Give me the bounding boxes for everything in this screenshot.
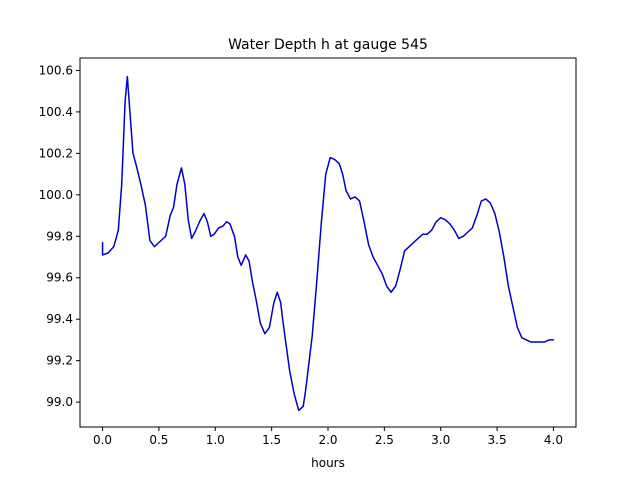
- y-tick-label: 99.6: [46, 271, 73, 285]
- y-tick-label: 99.8: [46, 229, 73, 243]
- x-axis-ticks: 0.0 0.5 1.0 1.5 2.0 2.5 3.0 3.5 4.0: [93, 427, 563, 447]
- chart-title: Water Depth h at gauge 545: [228, 37, 428, 53]
- x-axis-label: hours: [311, 456, 345, 470]
- y-tick-label: 100.4: [39, 105, 73, 119]
- x-tick-label: 2.0: [318, 433, 337, 447]
- y-axis-ticks: 99.0 99.2 99.4 99.6 99.8 100.0 100.2 100.4 100.6: [39, 63, 80, 409]
- series-line-0: [101, 75, 555, 412]
- y-tick-label: 100.6: [39, 63, 73, 77]
- y-tick-label: 100.2: [39, 146, 73, 160]
- x-tick-label: 0.5: [149, 433, 168, 447]
- y-tick-label: 100.0: [39, 188, 73, 202]
- x-tick-label: 1.0: [206, 433, 225, 447]
- x-tick-label: 3.5: [488, 433, 507, 447]
- x-tick-label: 2.5: [375, 433, 394, 447]
- y-tick-label: 99.0: [46, 395, 73, 409]
- x-tick-label: 4.0: [544, 433, 563, 447]
- y-tick-label: 99.2: [46, 354, 73, 368]
- x-tick-label: 3.0: [431, 433, 450, 447]
- x-tick-label: 1.5: [262, 433, 281, 447]
- x-tick-label: 0.0: [93, 433, 112, 447]
- y-tick-label: 99.4: [46, 312, 73, 326]
